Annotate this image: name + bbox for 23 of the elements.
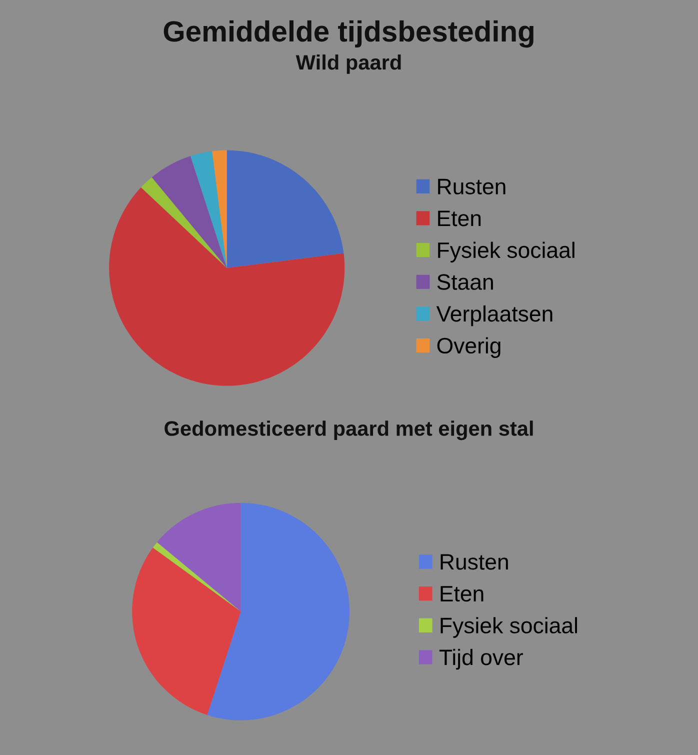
legend-label: Fysiek sociaal [440, 617, 577, 638]
pie-slice [212, 150, 227, 268]
chart-title: Gemiddelde tijdsbesteding [164, 20, 534, 48]
legend-label: Eten [440, 586, 484, 602]
pie-slice [207, 502, 350, 720]
legend-label: Rusten [438, 178, 506, 194]
legend-label: Eten [438, 210, 481, 226]
pie-slice [157, 502, 241, 612]
pie-slice [132, 548, 241, 715]
pie-slice [152, 542, 241, 612]
chart-subtitle: Wild paard [296, 54, 401, 74]
legend-label: Fysiek sociaal [438, 242, 574, 262]
legend-label: Staan [437, 274, 493, 290]
legend-label: Tijd over [439, 648, 523, 670]
pie-slice [152, 156, 227, 268]
pie-slice [140, 177, 227, 268]
pie-slice [226, 150, 344, 268]
pie-slice [190, 151, 227, 268]
chart-title: Gedomesticeerd paard met eigen stal [164, 420, 533, 440]
legend-label: Rusten [440, 554, 508, 570]
legend-label: Verplaatsen [436, 305, 552, 326]
pie-slice [109, 187, 345, 386]
legend-label: Overig [437, 337, 500, 358]
